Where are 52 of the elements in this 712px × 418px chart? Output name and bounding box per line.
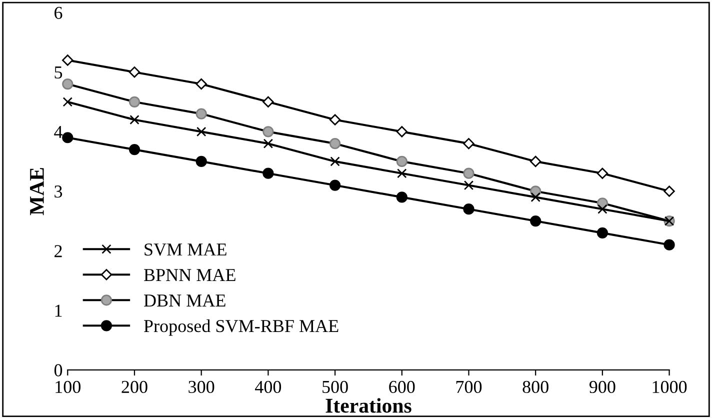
point: [62, 132, 74, 144]
x-tick-label: 300: [188, 380, 214, 394]
point: [329, 114, 341, 126]
point: [130, 114, 140, 125]
point: [262, 96, 274, 108]
point: [463, 138, 474, 150]
x-tick-label: 500: [322, 380, 348, 394]
y-tick-label: 0: [54, 364, 62, 376]
point: [396, 126, 408, 138]
point: [664, 186, 675, 197]
x-tick-label: 400: [255, 380, 282, 394]
point: [196, 78, 207, 90]
point: [62, 97, 72, 107]
point: [329, 180, 341, 191]
x-tick-label: 800: [522, 380, 548, 394]
x-tick-label: 1000: [652, 380, 687, 394]
point: [128, 144, 140, 156]
x-tick-label: 900: [589, 380, 616, 394]
x-axis-title: Iterations: [326, 398, 412, 413]
point: [464, 180, 474, 190]
point: [397, 168, 407, 178]
point: [262, 168, 274, 179]
point: [463, 204, 474, 215]
y-tick-label: 3: [54, 186, 62, 198]
legend-label: DBN MAE: [144, 294, 226, 307]
point: [196, 156, 207, 168]
point: [396, 192, 408, 203]
x-tick-label: 100: [56, 380, 80, 394]
point: [596, 168, 608, 179]
point: [596, 227, 608, 238]
legend-label: SVM MAE: [144, 243, 226, 256]
x-tick-label: 200: [122, 380, 148, 394]
y-tick-label: 1: [55, 304, 62, 317]
point: [598, 204, 608, 214]
y-tick-label: 5: [54, 66, 62, 79]
x-tick-label: 700: [456, 380, 482, 394]
legend-label: Proposed SVM-RBF MAE: [144, 319, 338, 336]
point: [263, 138, 274, 148]
legend-label: BPNN MAE: [144, 269, 236, 281]
point: [128, 66, 140, 78]
x-tick-label: 600: [389, 380, 415, 394]
point: [196, 126, 206, 137]
point: [530, 192, 540, 202]
y-tick-label: 4: [54, 126, 62, 138]
point: [664, 239, 675, 250]
point: [530, 156, 542, 168]
y-axis-title: MAE: [30, 168, 44, 216]
y-tick-label: 2: [54, 245, 62, 258]
point: [62, 54, 74, 66]
point: [330, 156, 340, 166]
point: [530, 215, 542, 227]
y-tick-label: 6: [54, 6, 62, 19]
